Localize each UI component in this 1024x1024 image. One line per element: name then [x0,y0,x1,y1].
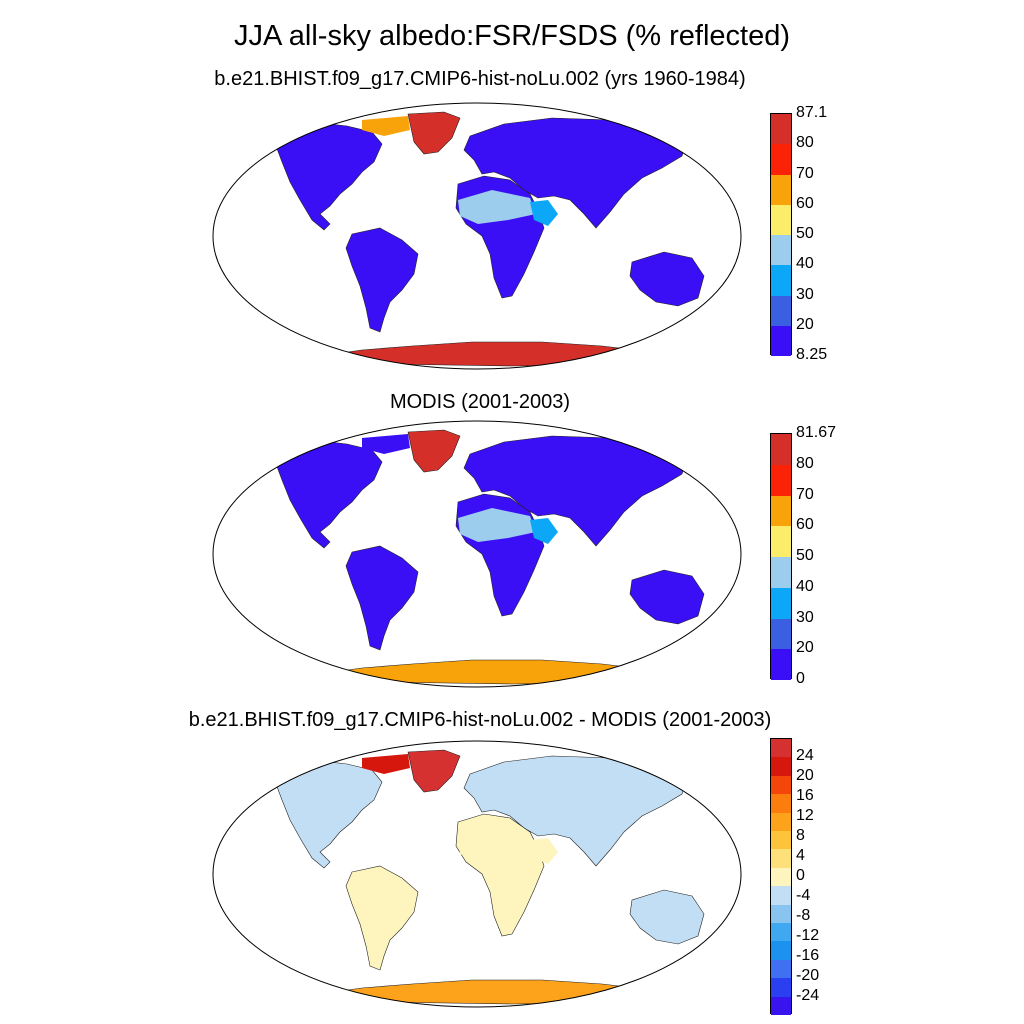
land-north-america [275,759,383,869]
panel-title-model: b.e21.BHIST.f09_g17.CMIP6-hist-noLu.002 … [214,68,746,90]
colorbar-label: 70 [796,485,814,503]
land-south-america [345,545,419,651]
colorbar-label: 8 [796,827,805,845]
colorbar-label: 50 [796,547,814,564]
region-arctic-fringe [362,434,410,454]
colorbar-label: 20 [796,639,814,657]
colorbar-label: 20 [796,315,814,333]
colorbar-swatch [771,618,791,650]
colorbar-label: 60 [796,194,814,212]
colorbar-label: 4 [796,847,805,865]
colorbar-swatch [771,144,791,175]
colorbar-swatch [771,996,791,1015]
colorbar-swatch [771,495,791,527]
colorbar-swatch [771,325,791,356]
colorbar-label: 80 [796,454,814,472]
colorbar-label: 16 [796,787,814,805]
colorbar-label: 80 [796,134,814,152]
colorbar-swatch [771,978,791,997]
colorbar-label: 0 [796,867,805,884]
colorbar-swatch [771,812,791,831]
map-model [212,102,742,370]
land-south-america [345,227,419,333]
colorbar-swatch [771,904,791,923]
colorbar-label: -24 [796,986,820,1004]
colorbar-label: 24 [796,747,814,765]
land-north-america [275,439,383,549]
colorbar-swatch [771,941,791,960]
colorbar-label: 70 [796,164,814,182]
land-greenland [407,749,461,793]
colorbar-swatch [771,649,791,680]
colorbar-obs [770,433,792,680]
colorbar-swatch [771,557,791,588]
colorbar-label: -20 [796,966,820,984]
colorbar-label: -16 [796,946,820,964]
colorbar-swatch [771,886,791,905]
colorbar-label: 12 [796,807,814,825]
colorbar-label: -8 [796,906,811,924]
colorbar-swatch [771,849,791,868]
map-border [212,420,742,688]
colorbar-swatch [771,959,791,979]
colorbar-swatch [771,114,791,145]
colorbar-swatch [771,831,791,850]
colorbar-diff [770,738,792,1015]
map-border [212,740,742,1008]
colorbar-label: 20 [796,767,814,785]
map-border [212,102,742,370]
region-arabia [530,200,558,226]
colorbar-label: 81.67 [796,424,837,441]
region-sahara [458,828,536,862]
colorbar-swatch [771,464,791,496]
colorbar-swatch [771,923,791,942]
colorbar-swatch [771,757,791,776]
panel-title-diff: b.e21.BHIST.f09_g17.CMIP6-hist-noLu.002 … [188,709,772,731]
colorbar-swatch [771,235,791,266]
colorbar-label: 40 [796,577,814,595]
colorbar-label: 0 [796,670,805,687]
land-australia [629,251,705,307]
colorbar-label: 30 [796,608,814,626]
region-sahara [458,508,536,542]
colorbar-swatch [771,587,791,619]
colorbar-swatch [771,794,791,813]
colorbar-swatch [771,434,791,465]
main-title: JJA all-sky albedo:FSR/FSDS (% reflected… [233,20,790,52]
region-arabia [530,518,558,544]
map-obs [212,420,742,688]
land-australia [629,889,705,945]
colorbar-swatch [771,867,791,887]
map-land-group [275,749,705,1005]
land-south-america [345,865,419,971]
colorbar-swatch [771,775,791,795]
colorbar-label: 60 [796,516,814,534]
land-greenland [407,111,461,155]
land-australia [629,569,705,625]
colorbar-swatch [771,204,791,235]
colorbar-swatch [771,295,791,326]
colorbar-swatch [771,174,791,205]
colorbar-swatch [771,739,791,758]
map-land-group [275,429,705,685]
region-arctic-fringe [362,754,410,774]
colorbar-label: -12 [796,926,820,944]
region-arabia [530,838,558,864]
colorbar-label: 40 [796,255,814,273]
panel-title-obs: MODIS (2001-2003) [389,391,571,413]
land-north-america [275,121,383,231]
colorbar-label: -4 [796,886,811,904]
colorbar-label: 30 [796,285,814,303]
map-land-group [275,111,705,367]
colorbar-model [770,113,792,356]
map-diff [212,740,742,1008]
region-arctic-fringe [362,116,410,136]
region-sahara [458,190,536,224]
land-greenland [407,429,461,473]
colorbar-label: 50 [796,225,814,242]
colorbar-label: 87.1 [796,104,828,121]
colorbar-label: 8.25 [796,346,828,363]
colorbar-swatch [771,265,791,296]
colorbar-swatch [771,526,791,557]
